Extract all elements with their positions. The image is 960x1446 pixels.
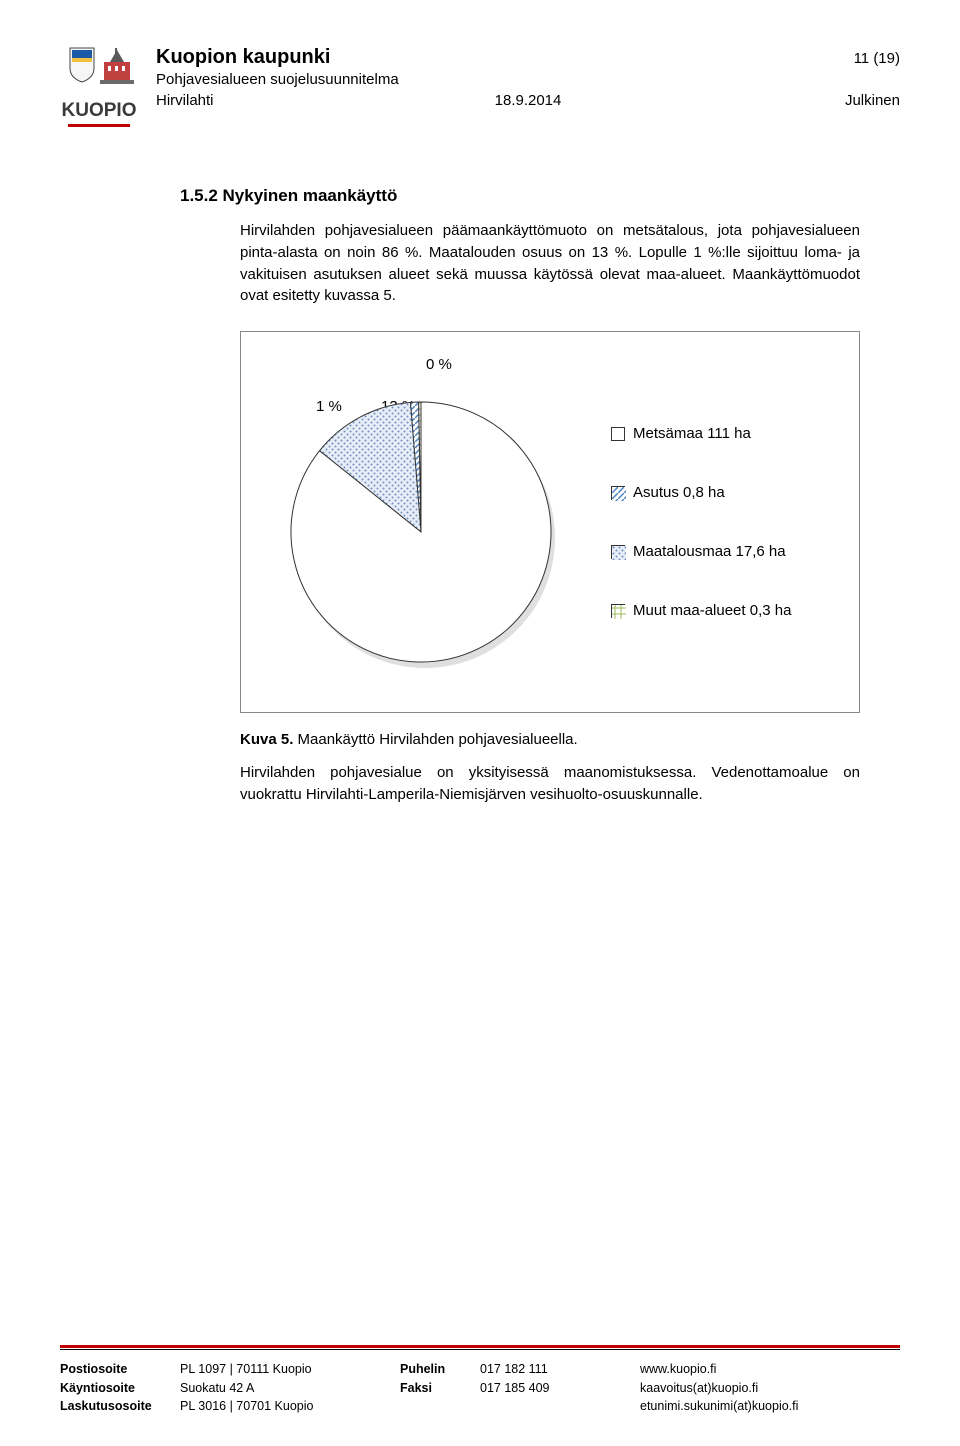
footer-label: Käyntiosoite <box>60 1379 180 1398</box>
pie-chart: 0 % 1 % 13 % 86 % <box>271 352 571 682</box>
svg-text:KUOPIO: KUOPIO <box>62 100 137 121</box>
footer-label: Faksi <box>400 1379 480 1398</box>
page-footer: Postiosoite Käyntiosoite Laskutusosoite … <box>60 1345 900 1416</box>
legend-item: Metsämaa 111 ha <box>611 425 791 442</box>
footer-label: Laskutusosoite <box>60 1397 180 1416</box>
legend-label: Muut maa-alueet 0,3 ha <box>633 602 791 619</box>
pie-label-top: 0 % <box>426 356 452 373</box>
paragraph-2: Hirvilahden pohjavesialue on yksityisess… <box>240 762 860 806</box>
footer-value: PL 1097 | 70111 Kuopio <box>180 1360 400 1379</box>
figure-caption-bold: Kuva 5. <box>240 731 293 748</box>
footer-col-labels: Postiosoite Käyntiosoite Laskutusosoite <box>60 1360 180 1416</box>
legend-item: Asutus 0,8 ha <box>611 484 791 501</box>
legend-label: Asutus 0,8 ha <box>633 484 725 501</box>
main-content: 1.5.2 Nykyinen maankäyttö Hirvilahden po… <box>60 186 900 806</box>
legend-label: Maatalousmaa 17,6 ha <box>633 543 786 560</box>
document-header: KUOPIO Kuopion kaupunki 11 (19) Pohjaves… <box>60 40 900 146</box>
footer-label: Postiosoite <box>60 1360 180 1379</box>
document-title: Pohjavesialueen suojelusuunnitelma <box>156 71 900 88</box>
footer-col-address: PL 1097 | 70111 Kuopio Suokatu 42 A PL 3… <box>180 1360 400 1416</box>
footer-col-web: www.kuopio.fi kaavoitus(at)kuopio.fi etu… <box>640 1360 900 1416</box>
legend-item: Maatalousmaa 17,6 ha <box>611 543 791 560</box>
footer-rule-red <box>60 1345 900 1348</box>
legend-swatch-icon <box>611 545 625 559</box>
header-text-block: Kuopion kaupunki 11 (19) Pohjavesialueen… <box>156 46 900 109</box>
org-name: Kuopion kaupunki <box>156 46 330 69</box>
legend-item: Muut maa-alueet 0,3 ha <box>611 602 791 619</box>
footer-rule-thin <box>60 1349 900 1350</box>
legend-swatch-icon <box>611 427 625 441</box>
footer-col-contact-values: 017 182 111 017 185 409 <box>480 1360 640 1416</box>
kuopio-logo-icon: KUOPIO <box>60 46 138 146</box>
footer-label: Puhelin <box>400 1360 480 1379</box>
header-date: 18.9.2014 <box>495 92 562 109</box>
header-classification: Julkinen <box>845 92 900 109</box>
footer-value: kaavoitus(at)kuopio.fi <box>640 1379 900 1398</box>
pie-chart-frame: 0 % 1 % 13 % 86 % <box>240 331 860 713</box>
legend-swatch-icon <box>611 604 625 618</box>
footer-value: www.kuopio.fi <box>640 1360 900 1379</box>
footer-value: 017 185 409 <box>480 1379 640 1398</box>
figure-caption: Kuva 5. Maankäyttö Hirvilahden pohjavesi… <box>240 731 860 748</box>
legend-swatch-icon <box>611 486 625 500</box>
org-logo: KUOPIO <box>60 46 138 146</box>
chart-legend: Metsämaa 111 ha Asutus 0,8 ha Maatalousm… <box>611 415 791 619</box>
figure-caption-text: Maankäyttö Hirvilahden pohjavesialueella… <box>293 731 577 748</box>
paragraph-1: Hirvilahden pohjavesialueen päämaankäytt… <box>240 220 860 307</box>
footer-value: 017 182 111 <box>480 1360 640 1379</box>
section-heading: 1.5.2 Nykyinen maankäyttö <box>180 186 860 206</box>
legend-label: Metsämaa 111 ha <box>633 425 751 442</box>
footer-value: PL 3016 | 70701 Kuopio <box>180 1397 400 1416</box>
footer-value: etunimi.sukunimi(at)kuopio.fi <box>640 1397 900 1416</box>
header-subject: Hirvilahti <box>156 92 214 109</box>
page-number: 11 (19) <box>854 50 900 67</box>
footer-col-contact-labels: Puhelin Faksi <box>400 1360 480 1416</box>
footer-value: Suokatu 42 A <box>180 1379 400 1398</box>
